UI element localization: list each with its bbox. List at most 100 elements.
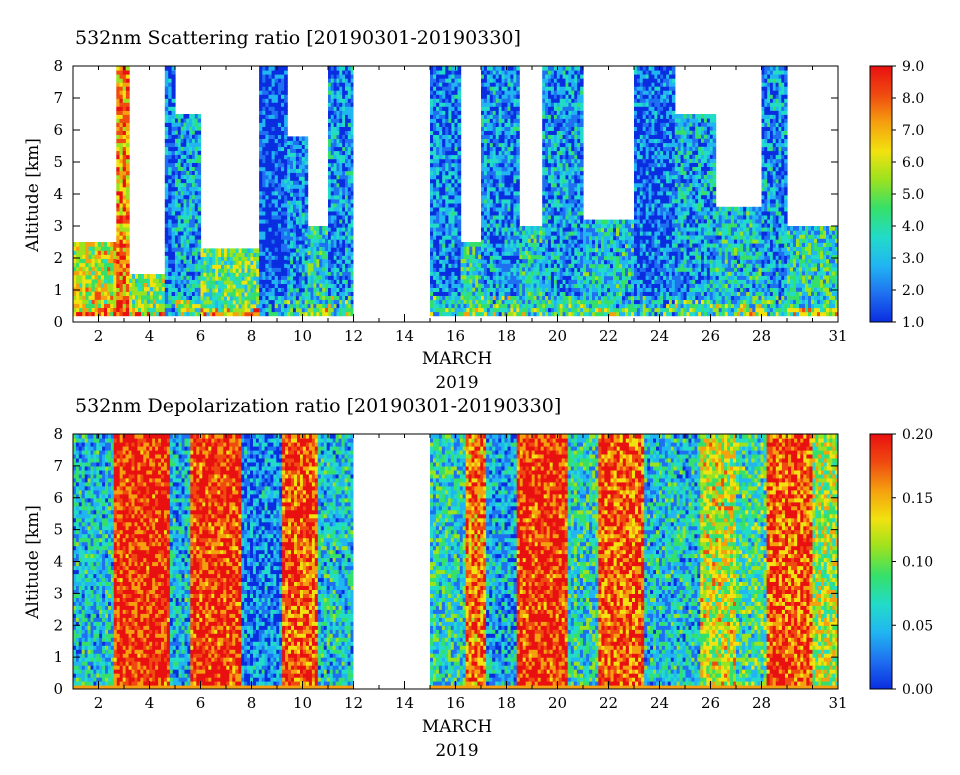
heat-cell [274,206,279,212]
heat-cell [293,287,297,293]
heat-cell [192,283,196,288]
heat-cell [475,242,479,247]
heat-cell [339,251,343,256]
heat-cell [345,239,349,244]
heat-cell [295,228,300,233]
heat-cell [235,252,240,257]
heat-cell [152,311,157,317]
heat-cell [481,299,485,305]
heat-cell [168,227,173,232]
heat-cell [301,236,306,241]
heat-cell [274,283,279,288]
heat-cell [489,186,494,192]
heat-cell [183,130,187,135]
heat-cell [250,280,254,285]
heat-cell [295,259,300,265]
heat-cell [281,223,285,228]
heat-cell [498,82,503,87]
heat-cell [539,270,543,276]
heat-cell [141,278,145,283]
heat-cell [539,311,543,317]
heat-cell [262,215,266,220]
heat-cell [457,239,462,244]
heat-cell [164,134,169,139]
heat-cell [164,299,169,305]
heat-cell [206,299,210,305]
heat-cell [347,243,352,248]
heat-cell [247,291,251,297]
heat-cell [345,74,349,79]
heat-cell [501,162,506,168]
heat-cell [197,190,202,196]
heat-cell [533,234,538,239]
heat-cell [152,274,157,279]
heat-cell [445,110,449,115]
heat-cell [262,126,266,131]
heat-cell [350,194,355,200]
heat-cell [274,150,279,156]
heat-cell [287,176,291,181]
heat-cell [347,279,352,284]
heat-cell [333,110,338,115]
heat-cell [439,198,443,204]
heat-cell [445,219,449,224]
heat-cell [197,178,202,184]
heat-cell [445,255,449,260]
heat-cell [347,150,352,156]
heat-cell [533,299,538,304]
heat-cell [171,206,176,212]
heat-cell [235,272,240,277]
heat-cell [287,287,291,293]
heat-cell [247,248,251,253]
heat-cell [483,158,488,164]
heat-cell [325,299,329,304]
heat-cell [100,258,105,264]
heat-cell [330,311,335,317]
heat-cell [350,178,355,184]
heat-cell [454,158,459,164]
heat-cell [483,66,488,71]
heat-cell [350,118,355,123]
heat-cell [492,162,497,168]
heat-cell [146,282,151,288]
heat-cell [472,311,476,317]
heat-cell [339,98,343,103]
heat-cell [250,268,254,273]
heat-cell [91,282,96,288]
heat-cell [164,166,169,172]
heat-cell [88,250,93,255]
heat-cell [486,190,491,196]
heat-cell [533,258,538,264]
heat-cell [194,142,199,147]
heat-cell [206,311,210,317]
heat-cell [545,283,549,288]
heat-cell [284,219,288,224]
heat-cell [183,259,187,264]
heat-cell [483,279,488,284]
heat-cell [116,166,121,172]
heat-cell [189,259,193,264]
heat-cell [542,259,546,264]
heat-cell [265,90,270,95]
heat-cell [481,162,485,168]
heat-cell [304,275,309,281]
heat-cell [486,114,491,119]
heat-cell [542,202,546,208]
heat-cell [295,180,300,185]
heat-cell [342,182,346,188]
heat-cell [507,299,511,305]
heat-cell [265,287,270,292]
heat-cell [224,264,228,269]
heat-cell [247,287,251,293]
heat-cell [495,138,500,144]
heat-cell [486,259,491,264]
heat-cell [322,250,326,256]
heat-cell [478,274,482,280]
heat-cell [180,287,185,292]
heat-cell [164,267,169,272]
heat-cell [192,247,196,252]
heat-cell [339,66,343,71]
heat-cell [107,266,111,272]
heat-cell [430,150,434,156]
heat-cell [122,166,127,172]
